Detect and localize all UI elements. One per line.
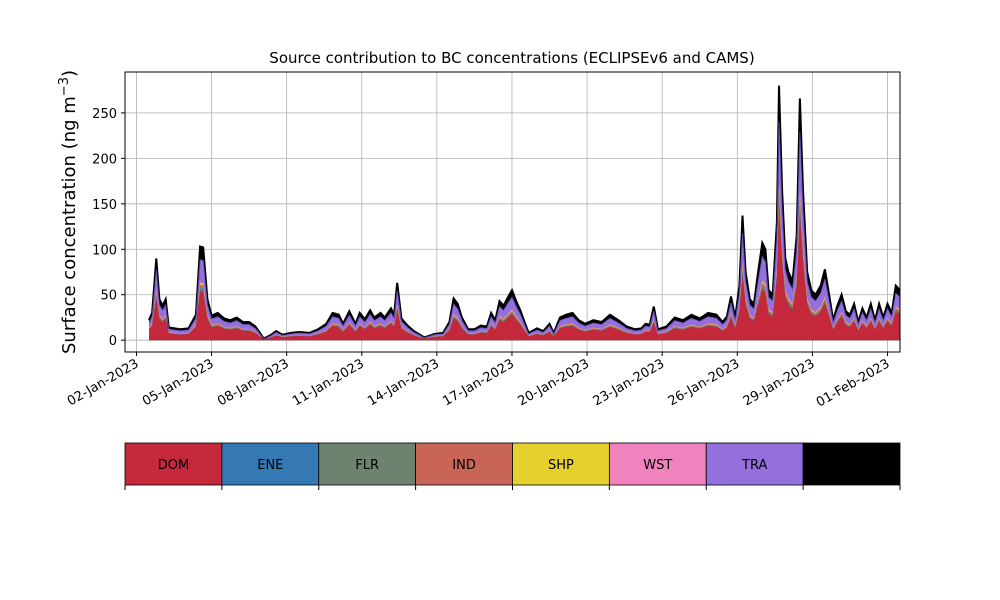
legend-label-shp: SHP	[548, 458, 574, 473]
x-ticks: 02-Jan-202305-Jan-202308-Jan-202311-Jan-…	[65, 352, 893, 410]
legend-label-flr: FLR	[355, 458, 379, 473]
y-tick-label: 100	[92, 243, 117, 258]
y-axis-label: Surface concentration (ng m−3)	[57, 70, 80, 354]
x-tick-label: 26-Jan-2023	[666, 356, 743, 409]
y-tick-label: 50	[100, 289, 117, 304]
y-axis-label-exponent: −3	[57, 77, 72, 96]
x-tick-label: 29-Jan-2023	[741, 356, 818, 409]
legend-label-tra: TRA	[741, 458, 767, 473]
area-dom	[149, 207, 900, 341]
x-tick-label: 17-Jan-2023	[440, 356, 517, 409]
legend-label-bb: BB	[843, 458, 861, 473]
x-tick-label: 20-Jan-2023	[515, 356, 592, 409]
y-axis-label-main: Surface concentration (ng m	[59, 96, 80, 354]
y-axis-label-close: )	[59, 70, 80, 77]
x-tick-label: 11-Jan-2023	[290, 356, 367, 409]
legend-swatch-bb	[802, 442, 901, 486]
tra-edge	[148, 121, 901, 340]
y-tick-label: 150	[92, 198, 117, 213]
legend-colorbar: DOM ENE FLR IND SHP WST TRA BB	[124, 442, 901, 490]
legend-swatch-ene	[221, 442, 320, 486]
x-tick-label: 14-Jan-2023	[365, 356, 442, 409]
grid	[125, 72, 900, 352]
total-line	[148, 85, 901, 340]
series-layers	[148, 85, 901, 341]
legend-swatch-flr	[318, 442, 417, 486]
x-tick-label: 23-Jan-2023	[591, 356, 668, 409]
legend-swatch-tra	[705, 442, 804, 486]
y-tick-label: 0	[109, 334, 117, 349]
legend-label-dom: DOM	[158, 458, 189, 473]
y-tick-label: 200	[92, 152, 117, 167]
x-tick-label: 02-Jan-2023	[65, 356, 142, 409]
legend-swatch-dom	[124, 442, 223, 486]
legend-label-ene: ENE	[257, 458, 283, 473]
x-tick-label: 01-Feb-2023	[814, 356, 893, 410]
legend-label-ind: IND	[452, 458, 476, 473]
legend-label-wst: WST	[643, 458, 672, 473]
plot-frame	[124, 71, 901, 353]
x-tick-label: 08-Jan-2023	[215, 356, 292, 409]
y-ticks: 0 50 100 150 200 250	[92, 107, 125, 349]
x-tick-label: 05-Jan-2023	[140, 356, 217, 409]
legend-swatch-ind	[415, 442, 513, 486]
chart-title: Source contribution to BC concentrations…	[269, 49, 754, 67]
y-tick-label: 250	[92, 107, 117, 122]
